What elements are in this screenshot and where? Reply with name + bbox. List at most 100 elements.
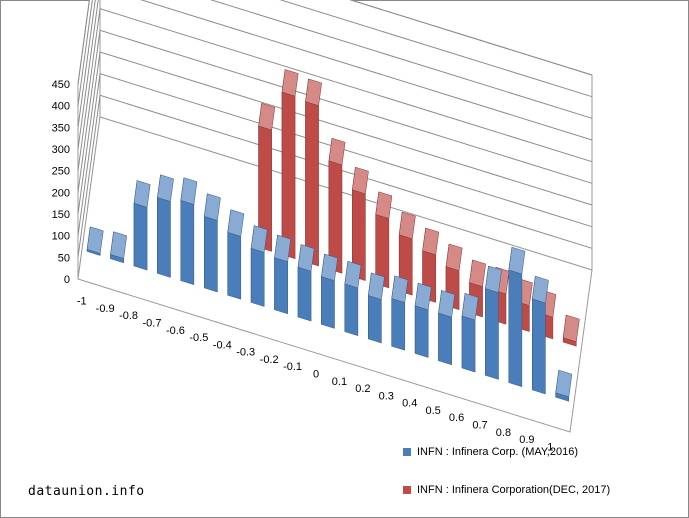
gridline (77, 94, 593, 258)
y-tick-label: 300 (52, 144, 70, 156)
bar-top (368, 272, 385, 300)
bar-top (398, 211, 416, 240)
bar-front (204, 216, 218, 293)
bar-top (461, 292, 479, 321)
watermark-text: dataunion.info (28, 484, 145, 499)
bar-series-1-10 (321, 253, 338, 329)
bar-top (562, 314, 580, 343)
bar-top (133, 180, 151, 208)
bar-front (321, 276, 335, 329)
bar-top (375, 191, 393, 219)
y-tick-label: 250 (52, 166, 70, 178)
gridline (77, 29, 593, 193)
x-tick-label: 0.9 (519, 434, 534, 446)
bar-top (344, 260, 362, 289)
y-tick-label: 100 (52, 231, 70, 243)
bar-front (461, 315, 476, 373)
x-tick-label: -0.4 (213, 339, 232, 351)
legend-swatch-series-2 (403, 486, 411, 494)
bar-top (352, 166, 369, 195)
bar-front (250, 247, 265, 307)
bar-top (438, 290, 455, 318)
bar-front (227, 231, 242, 300)
gridline (77, 8, 593, 171)
bar-series-1-5 (204, 193, 221, 293)
bar-series-1-16 (461, 292, 479, 373)
x-tick-label: -1 (77, 296, 87, 308)
bar-top (555, 369, 573, 398)
legend-label-series-2: INFN : Infinera Corporation(DEC, 2017) (417, 484, 611, 496)
bar-front (180, 200, 195, 286)
bar-front (344, 283, 359, 337)
bar-front (281, 91, 296, 260)
bar-series-1-8 (274, 234, 291, 315)
x-tick-label: 0.4 (402, 398, 417, 410)
bar-series-2-10 (328, 137, 346, 274)
x-tick-label: 0 (313, 369, 319, 381)
x-tick-label: -0.7 (143, 318, 162, 330)
y-tick-label: 350 (52, 122, 70, 134)
bar-series-1-6 (227, 209, 245, 300)
bar-series-1-12 (368, 272, 385, 344)
gridline (77, 0, 593, 106)
bar-front (368, 295, 382, 344)
bar-top (391, 275, 409, 303)
bar-top (157, 174, 174, 202)
x-tick-label: -0.3 (236, 347, 255, 359)
bar-front (391, 298, 406, 351)
gridline (77, 0, 593, 150)
bar-series-1-0 (86, 226, 104, 256)
y-tick-label: 200 (52, 187, 70, 199)
bar-series-1-14 (414, 282, 432, 358)
x-tick-label: -0.1 (283, 361, 302, 373)
bar-top (508, 246, 526, 275)
bar-top (250, 225, 268, 253)
bar-top (532, 275, 549, 304)
x-tick-label: 0.8 (496, 427, 511, 439)
bar-series-1-20 (555, 369, 573, 402)
bar-top (485, 265, 502, 294)
gridline (77, 73, 593, 236)
bar-front (508, 269, 523, 388)
bar-front (305, 101, 319, 267)
x-tick-label: 0.2 (355, 383, 370, 395)
bar-front (133, 202, 148, 271)
x-tick-label: -0.2 (260, 354, 279, 366)
bar-series-2-11 (352, 166, 369, 281)
legend-swatch-series-1 (403, 448, 411, 456)
y-tick-label: 450 (52, 79, 70, 91)
legend-item-series-2: INFN : Infinera Corporation(DEC, 2017) (403, 484, 610, 496)
bar-top (469, 259, 486, 288)
y-tick-label: 150 (52, 209, 70, 221)
bar-series-2-20 (562, 314, 580, 347)
y-tick-label: 400 (52, 101, 70, 113)
bar-series-1-15 (438, 290, 455, 366)
x-tick-label: 0.1 (332, 376, 347, 388)
bar-series-1-17 (485, 265, 502, 380)
bar-top (422, 227, 440, 256)
bar-top (328, 137, 346, 166)
bar-series-1-11 (344, 260, 362, 337)
bar-front (274, 257, 288, 315)
bar-series-1-9 (297, 244, 315, 322)
bar-top (321, 253, 338, 282)
x-tick-label: 0.3 (379, 390, 394, 402)
legend-item-series-1: INFN : Infinera Corp. (MAY,2016) (403, 446, 578, 458)
bar-front (485, 288, 499, 380)
bar-series-1-18 (508, 246, 526, 388)
bar-front (414, 305, 429, 358)
bar-series-2-7 (258, 102, 276, 252)
bar-top (274, 234, 291, 263)
gridline (77, 0, 593, 85)
legend-label-series-1: INFN : Infinera Corp. (MAY,2016) (417, 446, 578, 458)
bar-top (305, 78, 322, 107)
x-tick-label: 1 (547, 441, 553, 453)
bar-series-1-13 (391, 275, 409, 351)
x-tick-label: -0.8 (119, 310, 138, 322)
bar-series-2-8 (281, 69, 299, 260)
bar-front (157, 197, 171, 278)
bar-front (297, 266, 312, 322)
x-tick-label: 0.7 (472, 420, 487, 432)
x-tick-label: 0.6 (449, 412, 464, 424)
